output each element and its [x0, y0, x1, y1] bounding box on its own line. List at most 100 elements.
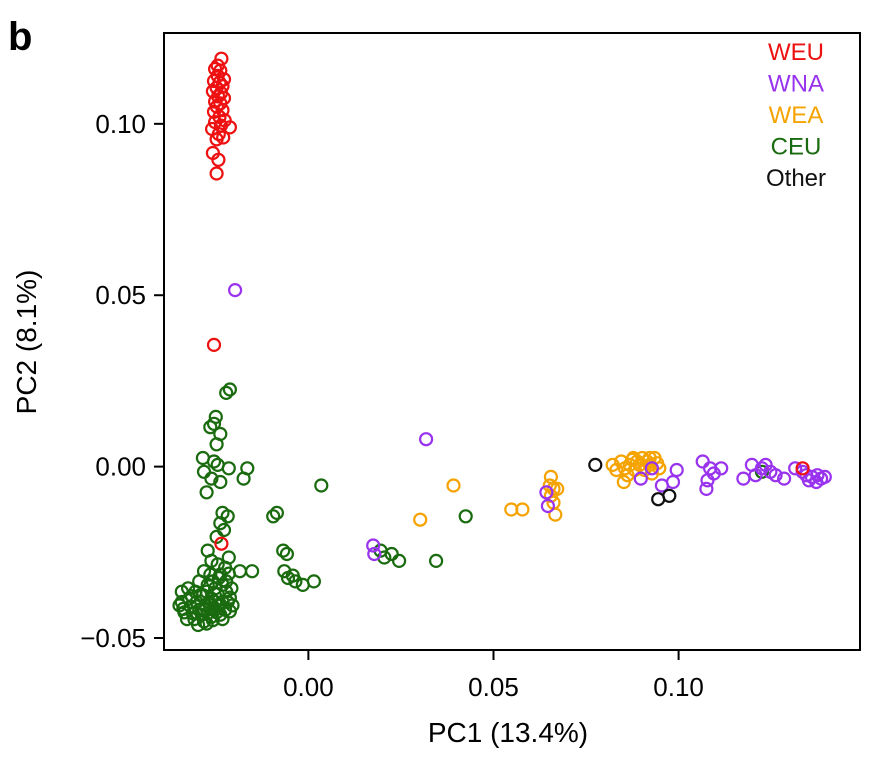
point-wna: [699, 481, 714, 496]
point-wna: [228, 283, 243, 298]
point-wna: [540, 498, 556, 514]
point-ceu: [206, 416, 222, 431]
point-ceu: [232, 564, 247, 579]
point-wea: [446, 478, 461, 493]
point-ceu: [181, 581, 196, 596]
point-ceu: [222, 382, 237, 397]
point-wna: [768, 468, 783, 483]
point-ceu: [199, 584, 214, 599]
point-wna: [788, 461, 803, 476]
x-tick-label: 0.05: [468, 672, 519, 702]
y-axis-label: PC2 (8.1%): [11, 270, 42, 415]
point-wna: [801, 473, 817, 488]
point-ceu: [392, 553, 407, 569]
plot-frame: [163, 32, 861, 651]
point-weu: [795, 461, 810, 476]
point-ceu: [203, 420, 218, 435]
x-tick-label: 0.00: [283, 672, 334, 702]
point-ceu: [199, 616, 214, 631]
legend-entry-wna: WNA: [768, 71, 824, 98]
point-ceu: [199, 485, 214, 500]
point-ceu: [211, 598, 226, 613]
point-wna: [809, 474, 824, 490]
point-wea: [616, 474, 631, 490]
point-weu: [211, 152, 226, 167]
point-ceu: [306, 574, 321, 589]
point-weu: [209, 132, 224, 147]
point-ceu: [276, 543, 291, 558]
point-ceu: [213, 474, 228, 490]
point-wna: [669, 462, 684, 478]
legend-entry-wea: WEA: [769, 102, 824, 129]
point-wna: [748, 468, 763, 483]
point-wea: [652, 461, 667, 476]
panel-label: b: [8, 15, 32, 59]
point-other: [662, 488, 677, 503]
point-weu: [215, 102, 230, 118]
point-ceu: [179, 611, 195, 627]
point-ceu: [184, 589, 199, 604]
point-wna: [366, 538, 381, 553]
point-wna: [736, 471, 751, 486]
point-ceu: [204, 471, 219, 486]
y-axis: −0.05 0.00 0.05 0.10: [80, 109, 164, 653]
point-ceu: [209, 437, 224, 452]
point-ceu: [220, 594, 235, 610]
legend-entry-other: Other: [766, 165, 826, 192]
point-ceu: [429, 553, 444, 569]
legend: WEU WNA WEA CEU Other: [766, 39, 826, 192]
point-wea: [413, 512, 428, 527]
point-ceu: [314, 478, 329, 493]
point-wea: [626, 450, 641, 466]
point-wna: [695, 454, 710, 469]
y-tick-label: 0.10: [95, 109, 146, 139]
point-wna: [367, 546, 382, 562]
data-points: [172, 51, 832, 633]
point-weu: [209, 166, 224, 181]
legend-entry-ceu: CEU: [771, 134, 822, 161]
point-ceu: [221, 461, 236, 476]
point-ceu: [458, 509, 473, 524]
y-tick-label: −0.05: [80, 623, 146, 653]
point-weu: [216, 130, 231, 145]
point-ceu: [188, 605, 203, 620]
point-ceu: [279, 546, 294, 562]
point-ceu: [203, 598, 218, 613]
point-ceu: [206, 454, 222, 469]
point-wea: [542, 478, 557, 493]
point-ceu: [236, 471, 251, 486]
point-wna: [539, 485, 554, 500]
point-wna: [633, 471, 648, 486]
point-wna: [419, 432, 434, 447]
point-wea: [515, 502, 530, 517]
point-weu: [222, 120, 237, 135]
legend-entry-weu: WEU: [768, 39, 824, 66]
x-tick-label: 0.10: [653, 672, 704, 702]
point-other: [588, 457, 603, 472]
point-wea: [642, 450, 657, 466]
y-tick-label: 0.05: [95, 280, 146, 310]
point-wna: [776, 471, 792, 486]
point-ceu: [269, 505, 284, 521]
point-wna: [665, 474, 681, 490]
point-ceu: [285, 568, 300, 583]
y-tick-label: 0.00: [95, 452, 146, 482]
point-weu: [214, 536, 229, 551]
point-wna: [714, 461, 729, 476]
point-ceu: [384, 546, 399, 562]
point-ceu: [191, 617, 206, 633]
point-ceu: [213, 516, 228, 531]
x-axis: 0.00 0.05 0.10: [283, 650, 704, 702]
point-ceu: [215, 611, 230, 627]
point-ceu: [266, 509, 281, 524]
point-weu: [206, 337, 222, 352]
point-ceu: [196, 464, 212, 479]
point-ceu: [224, 581, 239, 596]
x-axis-label: PC1 (13.4%): [428, 717, 588, 748]
point-wna: [644, 461, 660, 476]
point-ceu: [245, 564, 260, 579]
point-ceu: [219, 385, 234, 400]
point-ceu: [221, 566, 236, 581]
